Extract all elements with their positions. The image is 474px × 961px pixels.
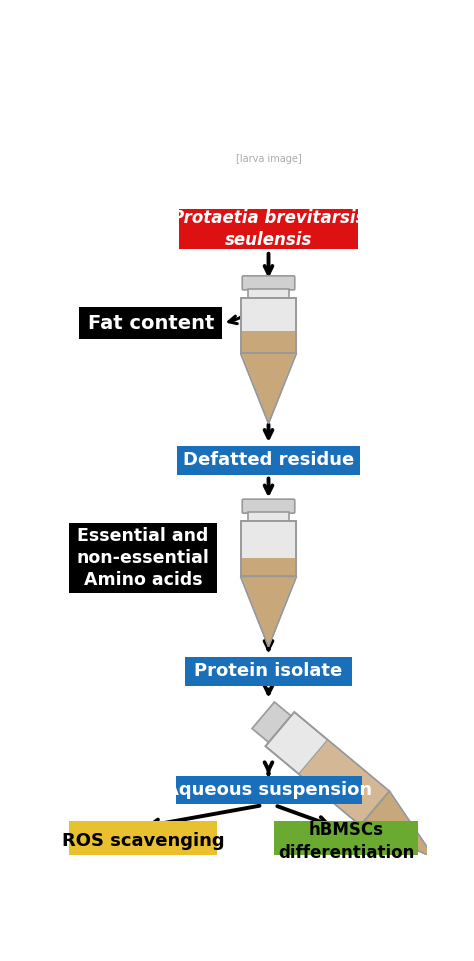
Polygon shape — [241, 353, 296, 423]
Text: Fat content: Fat content — [88, 313, 214, 333]
Bar — [242, 332, 295, 353]
Text: [larva image]: [larva image] — [236, 154, 301, 164]
Polygon shape — [242, 577, 295, 645]
FancyBboxPatch shape — [69, 524, 217, 593]
Polygon shape — [299, 740, 389, 825]
FancyBboxPatch shape — [175, 776, 362, 804]
FancyBboxPatch shape — [242, 276, 295, 290]
Bar — [241, 521, 296, 577]
Text: Defatted residue: Defatted residue — [183, 452, 354, 469]
FancyBboxPatch shape — [185, 657, 352, 685]
FancyBboxPatch shape — [179, 209, 357, 249]
Bar — [241, 521, 296, 577]
Text: Aqueous suspension: Aqueous suspension — [165, 781, 372, 799]
Polygon shape — [265, 712, 389, 825]
Text: hBMSCs
differentiation: hBMSCs differentiation — [278, 822, 414, 861]
FancyBboxPatch shape — [274, 822, 418, 861]
Polygon shape — [242, 353, 295, 422]
Text: Protaetia brevitarsis
seulensis: Protaetia brevitarsis seulensis — [172, 209, 365, 250]
FancyBboxPatch shape — [242, 499, 295, 513]
Text: Essential and
non-essential
Amino acids: Essential and non-essential Amino acids — [76, 527, 210, 589]
Polygon shape — [241, 577, 296, 647]
Polygon shape — [360, 791, 434, 858]
Bar — [241, 298, 296, 353]
Text: Protein isolate: Protein isolate — [194, 662, 343, 680]
FancyBboxPatch shape — [69, 822, 217, 861]
Text: ROS scavenging: ROS scavenging — [62, 832, 224, 850]
Polygon shape — [361, 792, 432, 856]
Bar — [248, 288, 289, 298]
FancyBboxPatch shape — [177, 446, 360, 475]
Polygon shape — [252, 702, 291, 743]
FancyBboxPatch shape — [79, 308, 222, 339]
Bar — [241, 298, 296, 353]
Bar — [248, 512, 289, 521]
Bar — [242, 558, 295, 577]
